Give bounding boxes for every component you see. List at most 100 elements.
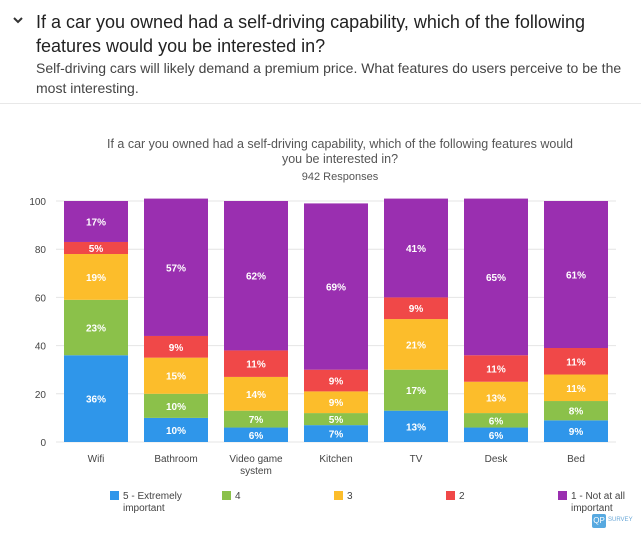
bar-segment (304, 369, 368, 392)
bar-segment (544, 401, 608, 421)
legend-label: important (571, 503, 613, 514)
bar-segment (144, 357, 208, 394)
data-label: 15% (166, 372, 186, 383)
chart-title-line: you be interested in? (282, 152, 398, 166)
bar-segment (224, 201, 288, 351)
bar-segment (224, 376, 288, 411)
legend-label: 5 - Extremely (123, 491, 182, 502)
bar-segment (464, 355, 528, 382)
bar-segment (384, 297, 448, 320)
chevron-down-icon[interactable] (12, 14, 24, 26)
data-label: 69% (326, 283, 346, 294)
data-label: 5% (89, 244, 104, 255)
bar-segment (304, 425, 368, 442)
data-label: 6% (489, 416, 504, 427)
bar-segment (304, 413, 368, 426)
bar-segment (64, 241, 128, 255)
x-tick-label: TV (410, 454, 423, 465)
data-label: 9% (409, 304, 424, 315)
x-tick-label: system (240, 466, 272, 477)
data-label: 9% (329, 398, 344, 409)
legend-swatch (334, 491, 343, 500)
legend-label: 2 (459, 491, 465, 502)
data-label: 6% (489, 431, 504, 442)
question-title: If a car you owned had a self-driving ca… (36, 12, 585, 56)
data-label: 9% (169, 343, 184, 354)
data-label: 13% (486, 393, 506, 404)
bar-segment (544, 420, 608, 442)
data-label: 21% (406, 340, 426, 351)
legend-swatch (446, 491, 455, 500)
bar-segment (384, 198, 448, 298)
data-label: 6% (249, 431, 264, 442)
bar-segment (144, 198, 208, 336)
bar-segment (144, 393, 208, 418)
legend-swatch (110, 491, 119, 500)
bar-segment (304, 391, 368, 414)
y-tick-label: 80 (35, 245, 47, 256)
data-label: 14% (246, 390, 266, 401)
data-label: 17% (406, 386, 426, 397)
legend-swatch (558, 491, 567, 500)
question-description: Self-driving cars will likely demand a p… (36, 60, 622, 96)
bar-segment (544, 201, 608, 349)
question-header: If a car you owned had a self-driving ca… (0, 0, 641, 104)
legend-label: 3 (347, 491, 353, 502)
data-label: 10% (166, 402, 186, 413)
bar-segment (464, 381, 528, 414)
y-tick-label: 0 (40, 438, 46, 449)
data-label: 7% (249, 415, 264, 426)
data-label: 65% (486, 273, 506, 284)
survey-logo-icon: QP (592, 514, 606, 528)
data-label: 61% (566, 271, 586, 282)
data-label: 7% (329, 430, 344, 441)
bar-segment (144, 417, 208, 442)
legend-label: 4 (235, 491, 241, 502)
bar-segment (64, 201, 128, 242)
data-label: 9% (329, 377, 344, 388)
data-label: 17% (86, 217, 106, 228)
data-label: 19% (86, 273, 106, 284)
bar-segment (384, 319, 448, 370)
bar-segment (224, 427, 288, 442)
x-tick-label: Desk (485, 454, 509, 465)
data-label: 11% (486, 364, 506, 375)
survey-logo-label: SURVEY (608, 517, 633, 523)
bar-segment (64, 355, 128, 442)
x-tick-label: Bathroom (154, 454, 197, 465)
bar-segment (224, 350, 288, 377)
bar-segment (464, 198, 528, 356)
x-tick-label: Wifi (88, 454, 105, 465)
data-label: 23% (86, 324, 106, 335)
y-tick-label: 100 (29, 197, 46, 208)
legend-swatch (222, 491, 231, 500)
chart-subtitle: 942 Responses (302, 171, 379, 183)
data-label: 57% (166, 263, 186, 274)
legend-label: 1 - Not at all (571, 491, 625, 502)
y-tick-label: 20 (35, 390, 47, 401)
bar-segment (304, 203, 368, 370)
data-label: 10% (166, 426, 186, 437)
stacked-bar-chart: If a car you owned had a self-driving ca… (29, 137, 625, 514)
chart-panel: If a car you owned had a self-driving ca… (0, 105, 641, 548)
data-label: 11% (246, 360, 266, 371)
data-label: 36% (86, 395, 106, 406)
data-label: 62% (246, 272, 266, 283)
chart-title-line: If a car you owned had a self-driving ca… (107, 137, 573, 151)
bar-segment (544, 348, 608, 375)
legend-label: important (123, 503, 165, 514)
data-label: 11% (566, 357, 586, 368)
survey-logo: QP SURVEY (592, 514, 633, 530)
y-tick-label: 60 (35, 293, 47, 304)
data-label: 13% (406, 422, 426, 433)
bar-segment (224, 410, 288, 428)
bar-segment (384, 369, 448, 411)
y-tick-label: 40 (35, 342, 47, 353)
x-tick-label: Video game (229, 454, 283, 465)
bar-segment (64, 254, 128, 300)
bar-segment (464, 427, 528, 442)
x-tick-label: Bed (567, 454, 585, 465)
data-label: 5% (329, 415, 344, 426)
data-label: 41% (406, 244, 426, 255)
data-label: 9% (569, 427, 584, 438)
